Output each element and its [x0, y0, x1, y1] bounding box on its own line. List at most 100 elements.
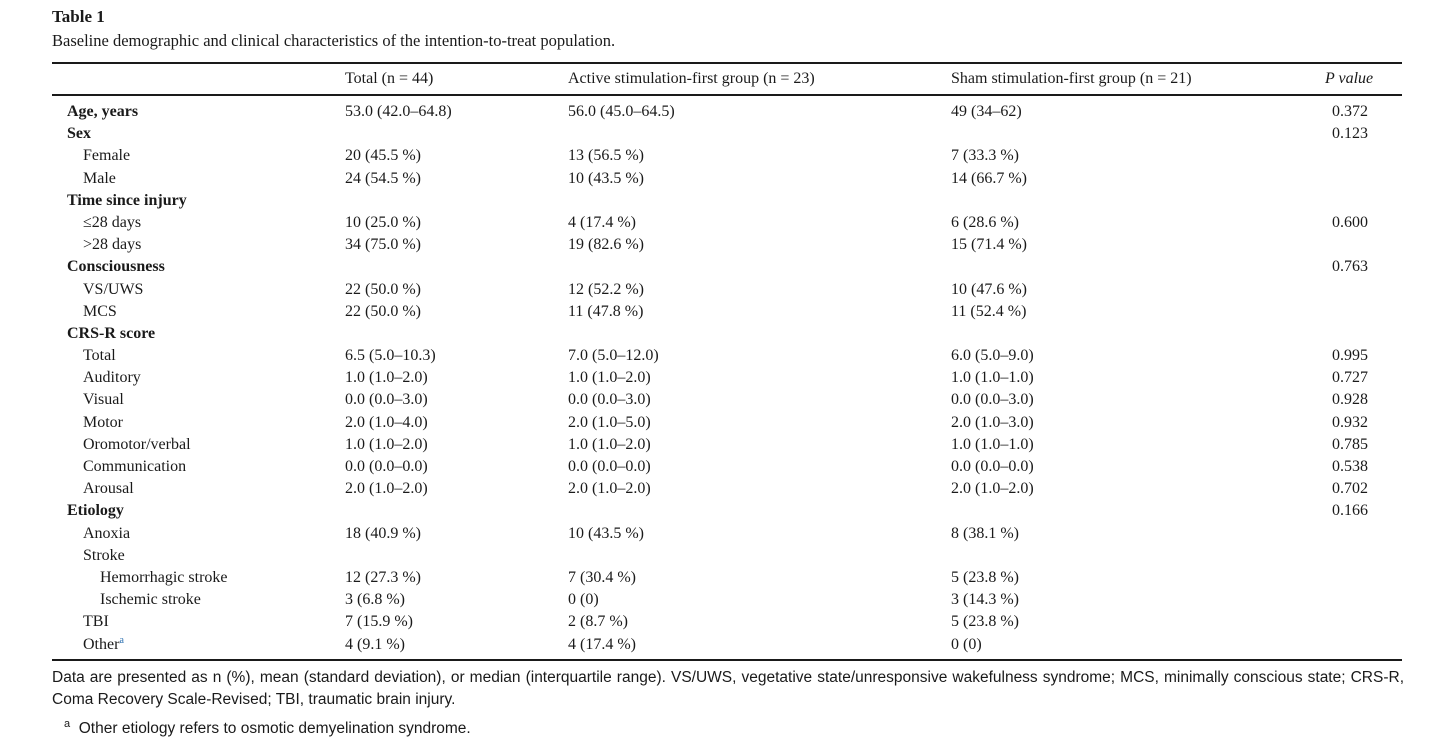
cell-sham-text: 7 (33.3 %) — [951, 147, 1019, 165]
cell-total: 7 (15.9 %) — [345, 611, 413, 633]
cell-active-text: 19 (82.6 %) — [568, 236, 644, 254]
row-label: Visual — [83, 389, 124, 411]
table-title: Table 1 — [52, 7, 105, 26]
cell-total: 1.0 (1.0–2.0) — [345, 434, 428, 456]
row-label-text: Anoxia — [83, 524, 131, 542]
row-label-text: Visual — [83, 391, 124, 409]
cell-total: 3 (6.8 %) — [345, 589, 405, 611]
cell-sham: 10 (47.6 %) — [951, 279, 1027, 301]
cell-sham: 5 (23.8 %) — [951, 611, 1019, 633]
cell-total: 0.0 (0.0–0.0) — [345, 456, 428, 478]
cell-sham: 11 (52.4 %) — [951, 301, 1026, 323]
cell-total: 2.0 (1.0–2.0) — [345, 478, 428, 500]
cell-sham: 6.0 (5.0–9.0) — [951, 345, 1034, 367]
row-label-text: MCS — [83, 302, 117, 320]
cell-p-value-text: 0.372 — [1332, 103, 1368, 120]
cell-total: 12 (27.3 %) — [345, 567, 421, 589]
cell-active: 0.0 (0.0–0.0) — [568, 456, 651, 478]
cell-p-value-text: 0.166 — [1332, 502, 1368, 520]
cell-p-value: 0.995 — [1332, 345, 1368, 367]
header-p-value: P value — [1325, 68, 1373, 90]
cell-total-text: 22 (50.0 %) — [345, 280, 421, 298]
footnote: a Other etiology refers to osmotic demye… — [64, 719, 471, 738]
table-row: Oromotor/verbal 1.0 (1.0–2.0) 1.0 (1.0–2.0… — [0, 434, 1452, 456]
cell-sham-text: 15 (71.4 %) — [951, 236, 1027, 254]
row-label: Communication — [83, 456, 186, 478]
row-label: Auditory — [83, 367, 141, 389]
row-label-text: Arousal — [83, 480, 134, 498]
cell-sham: 14 (66.7 %) — [951, 168, 1027, 190]
cell-active: 1.0 (1.0–2.0) — [568, 367, 651, 389]
cell-total-text: 1.0 (1.0–2.0) — [345, 369, 428, 387]
row-label-text: Age, years — [67, 103, 139, 120]
row-label: Motor — [83, 412, 123, 434]
table-row: Stroke — [0, 545, 1452, 567]
cell-sham: 0.0 (0.0–3.0) — [951, 389, 1034, 411]
table-row: Consciousness 0.763 — [0, 256, 1452, 278]
row-label-text: Sex — [67, 125, 91, 143]
row-label-text: >28 days — [83, 236, 142, 254]
row-label-text: Motor — [83, 413, 123, 431]
table-row: Age, years 53.0 (42.0–64.8) 56.0 (45.0–64.… — [0, 101, 1452, 123]
cell-total-text: 0.0 (0.0–3.0) — [345, 391, 428, 409]
cell-sham: 0 (0) — [951, 634, 982, 656]
row-label-text: Female — [83, 147, 131, 165]
cell-total-text: 6.5 (5.0–10.3) — [345, 347, 436, 365]
cell-p-value: 0.727 — [1332, 367, 1368, 389]
cell-sham-text: 0 (0) — [951, 635, 982, 653]
cell-active-text: 1.0 (1.0–2.0) — [568, 369, 651, 387]
cell-sham: 5 (23.8 %) — [951, 567, 1019, 589]
table-row: Communication 0.0 (0.0–0.0) 0.0 (0.0–0.0) 0… — [0, 456, 1452, 478]
header-sham: Sham stimulation-first group (n = 21) — [951, 70, 1192, 87]
row-label-text: Hemorrhagic stroke — [100, 568, 228, 586]
cell-p-value-text: 0.928 — [1332, 391, 1368, 409]
table-row: Male 24 (54.5 %) 10 (43.5 %) 14 (66.7 %) — [0, 168, 1452, 190]
row-label: Sex — [67, 123, 91, 145]
table-row: Anoxia 18 (40.9 %) 10 (43.5 %) 8 (38.1 %) — [0, 523, 1452, 545]
cell-active: 10 (43.5 %) — [568, 168, 644, 190]
cell-total: 4 (9.1 %) — [345, 634, 405, 656]
cell-active-text: 2 (8.7 %) — [568, 613, 628, 631]
row-label: Etiology — [67, 500, 124, 522]
cell-p-value: 0.932 — [1332, 412, 1368, 434]
row-label: Stroke — [83, 545, 125, 567]
table-row: Motor 2.0 (1.0–4.0) 2.0 (1.0–5.0) 2.0 (1.0–… — [0, 412, 1452, 434]
cell-active: 2 (8.7 %) — [568, 611, 628, 633]
table-row: Time since injury — [0, 190, 1452, 212]
cell-sham-text: 14 (66.7 %) — [951, 169, 1027, 187]
row-label: Female — [83, 145, 130, 167]
cell-p-value: 0.763 — [1332, 256, 1368, 278]
top-rule — [52, 62, 1402, 64]
row-label: >28 days — [83, 234, 141, 256]
row-label: Othera — [83, 634, 124, 656]
row-label-text: Consciousness — [67, 258, 165, 276]
bottom-rule — [52, 659, 1402, 661]
table-note: Data are presented as n (%), mean (stand… — [52, 669, 1404, 708]
cell-total: 0.0 (0.0–3.0) — [345, 389, 428, 411]
cell-active: 7 (30.4 %) — [568, 567, 636, 589]
cell-total: 24 (54.5 %) — [345, 168, 421, 190]
cell-active: 0 (0) — [568, 589, 599, 611]
cell-active-text: 7 (30.4 %) — [568, 568, 636, 586]
cell-sham-text: 0.0 (0.0–3.0) — [951, 391, 1034, 409]
table-row: ≤28 days 10 (25.0 %) 4 (17.4 %) 6 (28.6 %) 0… — [0, 212, 1452, 234]
cell-total-text: 7 (15.9 %) — [345, 613, 413, 631]
row-label-text: Communication — [83, 458, 187, 475]
cell-p-value: 0.785 — [1332, 434, 1368, 456]
row-label-text: Etiology — [67, 502, 124, 520]
cell-sham: 49 (34–62) — [951, 101, 1022, 123]
cell-p-value: 0.166 — [1332, 500, 1368, 522]
cell-active: 4 (17.4 %) — [568, 212, 636, 234]
row-label-text: Oromotor/verbal — [83, 435, 191, 453]
table-row: Hemorrhagic stroke 12 (27.3 %) 7 (30.4 %) 5… — [0, 567, 1452, 589]
cell-total-text: 12 (27.3 %) — [345, 568, 421, 586]
footnote-reference[interactable]: a — [119, 634, 124, 646]
cell-p-value-text: 0.123 — [1332, 125, 1368, 143]
header-total: Total (n = 44) — [345, 70, 434, 87]
table-row: MCS 22 (50.0 %) 11 (47.8 %) 11 (52.4 %) — [0, 301, 1452, 323]
table-row: Arousal 2.0 (1.0–2.0) 2.0 (1.0–2.0) 2.0 (1.… — [0, 478, 1452, 500]
row-label-text: CRS-R score — [67, 324, 156, 342]
cell-p-value: 0.600 — [1332, 212, 1368, 234]
table-row: Auditory 1.0 (1.0–2.0) 1.0 (1.0–2.0) 1.0 (1… — [0, 367, 1452, 389]
cell-sham-text: 1.0 (1.0–1.0) — [951, 435, 1034, 453]
